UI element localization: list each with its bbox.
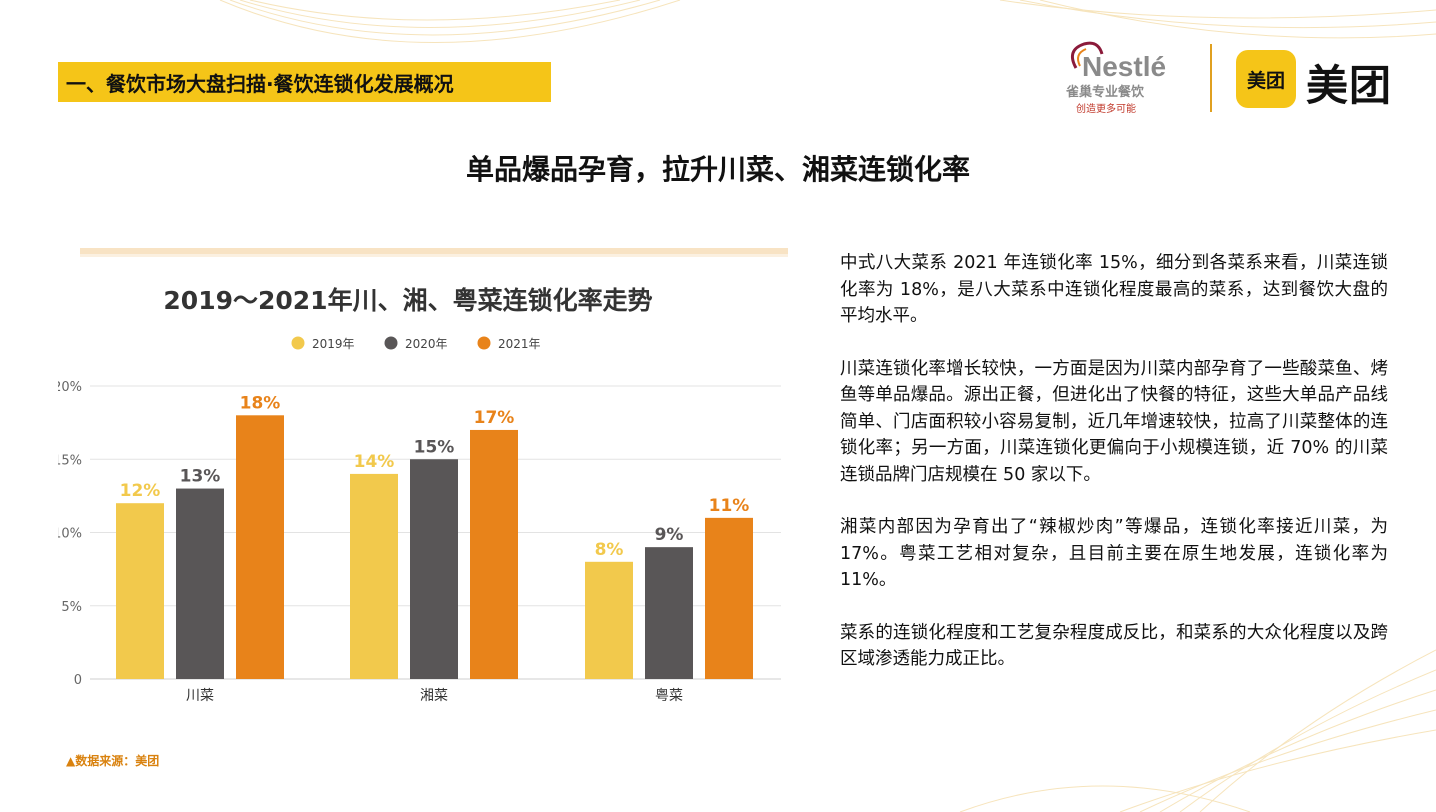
chart-top-band (80, 248, 788, 254)
legend-swatch (477, 336, 491, 350)
bar (705, 517, 753, 679)
legend-label: 2019年 (312, 337, 355, 351)
y-tick-label: 10% (58, 527, 82, 542)
nestle-tagline: 创造更多可能 (1076, 102, 1136, 115)
paragraph-3: 湘菜内部因为孕育出了“辣椒炒肉”等爆品，连锁化率接近川菜，为 17%。粤菜工艺相… (840, 517, 1388, 590)
nestle-subtitle: 雀巢专业餐饮 (1065, 84, 1145, 100)
bar (585, 561, 633, 679)
section-title: 一、餐饮市场大盘扫描·餐饮连锁化发展概况 (66, 71, 454, 96)
data-label: 9% (655, 525, 684, 545)
data-label: 15% (414, 437, 455, 457)
y-tick-label: 20% (58, 380, 82, 395)
legend-label: 2020年 (405, 337, 448, 351)
bar (645, 547, 693, 679)
data-label: 18% (240, 393, 281, 413)
meituan-logo-box-text: 美团 (1246, 69, 1285, 92)
chart-top-band-light (80, 254, 788, 257)
nestle-logo: Nestlé 雀巢专业餐饮 创造更多可能 (1065, 41, 1166, 115)
data-label: 11% (709, 496, 750, 516)
data-label: 17% (474, 408, 515, 428)
data-source-note: ▲数据来源：美团 (66, 754, 160, 768)
meituan-logo-box: 美团 (1236, 50, 1296, 108)
paragraph-2: 川菜连锁化率增长较快，一方面是因为川菜内部孕育了一些酸菜鱼、烤鱼等单品爆品。源出… (840, 358, 1388, 485)
page-title: 单品爆品孕育，拉升川菜、湘菜连锁化率 (465, 153, 970, 186)
logo-divider (1210, 44, 1212, 112)
y-tick-label: 0 (74, 673, 82, 688)
legend-swatch (384, 336, 398, 350)
paragraph-4: 菜系的连锁化程度和工艺复杂程度成反比，和菜系的大众化程度以及跨区域渗透能力成正比… (840, 622, 1388, 670)
y-tick-label: 5% (61, 600, 82, 615)
data-label: 14% (354, 452, 395, 472)
bar (116, 503, 164, 679)
bar (176, 488, 224, 679)
x-tick-label: 粤菜 (655, 688, 683, 704)
bar-chart: 2019～2021年川、湘、粤菜连锁化率走势 2019年 2020年 2021年 0… (53, 248, 788, 704)
description-text: 中式八大菜系 2021 年连锁化率 15%，细分到各菜系来看，川菜连锁化率为 1… (840, 250, 1388, 699)
data-label: 12% (120, 481, 161, 501)
chart-title: 2019～2021年川、湘、粤菜连锁化率走势 (163, 286, 652, 315)
bar (236, 415, 284, 679)
data-label: 13% (180, 467, 221, 487)
nestle-wordmark: Nestlé (1082, 51, 1166, 82)
chart-container: 2019～2021年川、湘、粤菜连锁化率走势 2019年 2020年 2021年 0… (53, 246, 788, 716)
data-label: 8% (595, 540, 624, 560)
legend-label: 2021年 (498, 337, 541, 351)
meituan-logo-text: 美团 (1306, 61, 1393, 110)
bar (470, 429, 518, 679)
section-header-bar: 一、餐饮市场大盘扫描·餐饮连锁化发展概况 (58, 62, 551, 102)
x-tick-label: 川菜 (186, 688, 214, 704)
x-tick-label: 湘菜 (420, 688, 448, 704)
y-tick-label: 15% (58, 453, 82, 468)
paragraph-1: 中式八大菜系 2021 年连锁化率 15%，细分到各菜系来看，川菜连锁化率为 1… (840, 253, 1388, 326)
legend-swatch (291, 336, 305, 350)
bar (350, 473, 398, 679)
bar (410, 459, 458, 679)
